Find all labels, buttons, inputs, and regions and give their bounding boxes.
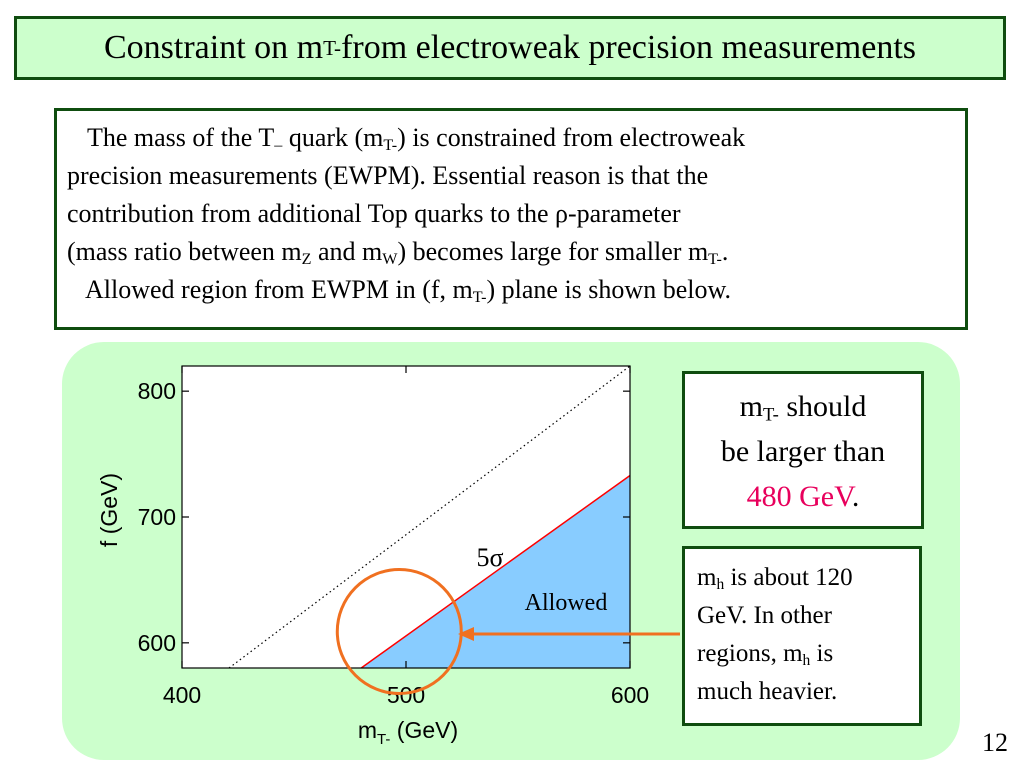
intro-l1-sub1: –: [274, 137, 283, 155]
x-axis-label-unit: (GeV): [390, 717, 458, 743]
intro-line-3: contribution from additional Top quarks …: [67, 199, 681, 228]
boundary-label-5sigma: 5σ: [476, 543, 503, 572]
page-number: 12: [982, 728, 1008, 757]
x-axis-label-sub: T-: [377, 731, 390, 748]
intro-l1-c: ) is constrained from electroweak: [397, 123, 746, 152]
note-b: should: [778, 390, 867, 423]
mh-l3-a: regions, m: [697, 640, 803, 667]
intro-l5-b: ) plane is shown below.: [486, 275, 732, 304]
intro-l5-a: Allowed region from EWPM in (f, m: [85, 275, 473, 304]
tick-labels: 400 500 600 600 700 800: [138, 378, 650, 708]
mh-m: m: [697, 564, 717, 591]
highlight-circle: [335, 568, 463, 696]
x-tick-label: 600: [611, 682, 649, 708]
x-tick-label: 500: [387, 682, 425, 708]
intro-l4-d: .: [721, 237, 729, 266]
axis-ticks: [181, 366, 631, 668]
x-tick-label: 400: [163, 682, 201, 708]
note-sub: T-: [762, 404, 779, 426]
note-line-2: be larger than: [720, 435, 886, 468]
allowed-label: Allowed: [525, 590, 608, 616]
note-line-3: 480 GeV.: [685, 474, 921, 519]
x-axis-label-main: m: [358, 717, 377, 743]
title-post: from electroweak precision measurements: [341, 29, 916, 66]
note-period: .: [851, 480, 860, 513]
mh-line-4: much heavier.: [697, 678, 838, 705]
mh-line-3: regions, mh is: [697, 635, 919, 673]
slide-title: Constraint on m T- from electroweak preci…: [14, 16, 1006, 80]
intro-l4-sub1: Z: [301, 251, 312, 269]
intro-l4-sub2: W: [382, 251, 398, 269]
intro-l1-b: quark (m: [282, 123, 384, 152]
intro-l1-sub2: T-: [383, 137, 398, 155]
intro-line-1: The mass of the T– quark (mT-) is constr…: [67, 119, 965, 157]
mh-line-2: GeV. In other: [697, 602, 832, 629]
intro-line-5: Allowed region from EWPM in (f, mT-) pla…: [67, 271, 965, 309]
intro-l4-sub3: T-: [708, 251, 722, 269]
y-tick-label: 800: [138, 378, 176, 404]
mass-bound-note: mT- should be larger than 480 GeV.: [682, 371, 924, 529]
y-tick-label: 600: [138, 630, 176, 656]
intro-l1-a: The mass of the T: [87, 123, 275, 152]
intro-text-box: The mass of the T– quark (mT-) is constr…: [54, 108, 968, 330]
mh-l1-rest: is about 120: [724, 564, 853, 591]
y-tick-label: 700: [138, 504, 176, 530]
intro-l5-sub: T-: [472, 289, 487, 307]
intro-line-2: precision measurements (EWPM). Essential…: [67, 161, 709, 190]
intro-l4-a: (mass ratio between m: [67, 237, 302, 266]
mh-line-1: mh is about 120: [697, 559, 919, 597]
pointer-arrow-head: [458, 627, 474, 641]
mh-l3-b: is: [810, 640, 834, 667]
boundary-5sigma-line: [360, 474, 631, 669]
y-axis-label: f (GeV): [96, 473, 122, 547]
intro-l4-b: and m: [311, 237, 383, 266]
note-line-1: mT- should: [685, 384, 921, 429]
title-pre: Constraint on m: [103, 29, 324, 66]
higgs-mass-note: mh is about 120 GeV. In other regions, m…: [682, 546, 922, 726]
x-axis-label: mT- (GeV): [358, 717, 458, 748]
note-a: m: [739, 390, 763, 423]
intro-l4-c: ) becomes large for smaller m: [397, 237, 709, 266]
note-accent-value: 480 GeV: [746, 480, 852, 513]
mh-sub2: h: [802, 651, 811, 669]
intro-line-4: (mass ratio between mZ and mW) becomes l…: [67, 233, 965, 271]
mh-sub1: h: [716, 575, 725, 593]
